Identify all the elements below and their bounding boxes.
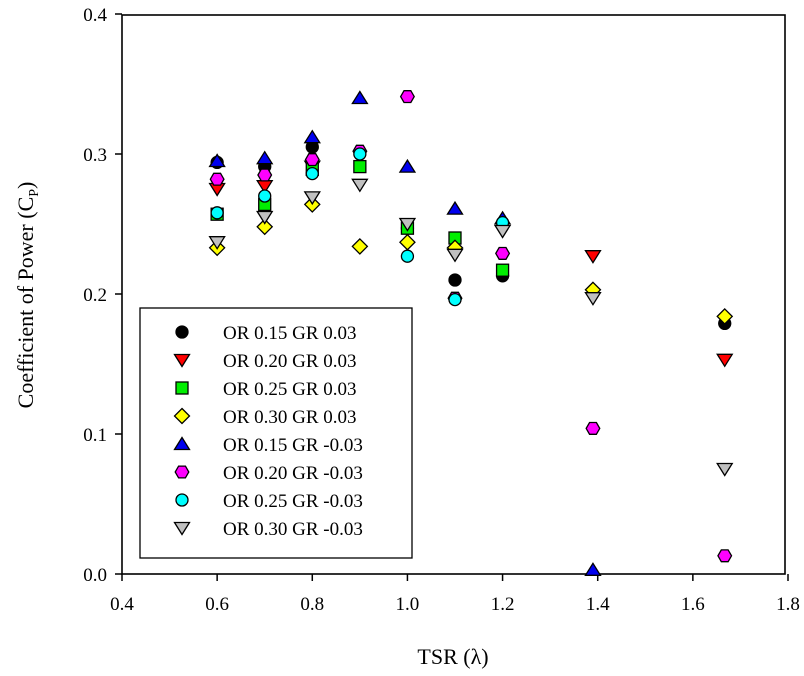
data-point — [210, 206, 224, 220]
legend-label: OR 0.30 GR -0.03 — [223, 519, 363, 540]
legend-label: OR 0.15 GR -0.03 — [223, 435, 363, 456]
x-tick-label: 1.0 — [396, 594, 420, 615]
data-point — [208, 236, 226, 250]
legend-marker — [175, 493, 189, 507]
data-point — [446, 200, 464, 215]
data-point — [446, 248, 464, 263]
data-point — [493, 224, 512, 239]
y-axis-label-main: Coefficient of Power (C — [13, 197, 38, 409]
legend-label: OR 0.20 GR 0.03 — [223, 351, 357, 372]
y-axis-label-close: ) — [13, 182, 38, 189]
series-3 — [210, 159, 510, 277]
data-point — [256, 150, 274, 165]
legend-item: OR 0.20 GR 0.03 — [173, 351, 357, 372]
data-point — [398, 158, 417, 173]
data-point — [303, 191, 321, 206]
data-point — [584, 250, 602, 264]
x-tick-label: 1.2 — [491, 594, 515, 615]
data-point — [304, 153, 320, 167]
legend-item: OR 0.25 GR 0.03 — [175, 379, 357, 400]
data-point — [351, 90, 369, 105]
y-axis-label-subscript: P — [27, 189, 42, 197]
x-tick-label: 0.6 — [205, 594, 229, 615]
x-tick-label: 1.4 — [586, 594, 610, 615]
data-point — [717, 549, 733, 563]
data-point — [584, 292, 602, 306]
legend-item: OR 0.25 GR -0.03 — [175, 491, 363, 512]
legend-label: OR 0.30 GR 0.03 — [223, 407, 357, 428]
x-tick-label: 1.8 — [776, 594, 800, 615]
legend-label: OR 0.15 GR 0.03 — [223, 323, 357, 344]
legend-item: OR 0.15 GR -0.03 — [173, 435, 363, 456]
data-point — [448, 292, 462, 307]
data-point — [398, 217, 417, 232]
legend-item: OR 0.30 GR 0.03 — [173, 407, 357, 428]
data-point — [400, 249, 415, 263]
legend-box — [139, 307, 413, 559]
x-tick-label: 0.4 — [110, 594, 134, 615]
legend-label: OR 0.20 GR -0.03 — [223, 463, 363, 484]
data-point — [399, 233, 416, 251]
legend-marker — [173, 436, 191, 451]
legend-item: OR 0.20 GR -0.03 — [174, 463, 363, 484]
y-tick-label: 0.1 — [83, 425, 107, 446]
x-axis: 0.4 0.6 0.8 1.0 1.2 1.4 1.6 1.8 — [110, 574, 800, 615]
data-point — [351, 178, 369, 193]
data-point — [353, 159, 367, 174]
legend-label: OR 0.25 GR -0.03 — [223, 491, 363, 512]
y-tick-label: 0.3 — [83, 145, 107, 166]
series-1 — [210, 140, 732, 331]
legend-label: OR 0.25 GR 0.03 — [223, 379, 357, 400]
y-tick-label: 0.0 — [83, 565, 107, 586]
legend-marker — [174, 465, 190, 479]
data-point — [256, 218, 274, 236]
x-tick-label: 1.6 — [681, 594, 705, 615]
legend-item: OR 0.30 GR -0.03 — [173, 519, 363, 540]
legend-marker — [175, 381, 189, 395]
data-point — [209, 172, 225, 186]
legend-marker — [173, 407, 191, 425]
y-tick-label: 0.2 — [83, 285, 107, 306]
data-point — [258, 189, 272, 203]
series-4 — [208, 195, 734, 325]
data-point — [303, 129, 321, 144]
y-axis: 0.0 0.1 0.2 0.3 0.4 — [83, 5, 122, 586]
legend: OR 0.15 GR 0.03 OR 0.20 GR 0.03 OR 0.25 GR… — [139, 307, 413, 559]
legend-marker — [173, 353, 191, 368]
y-tick-label: 0.4 — [83, 5, 107, 26]
data-point — [257, 168, 273, 182]
data-point — [351, 237, 369, 255]
legend-item: OR 0.15 GR 0.03 — [175, 323, 357, 344]
data-point — [584, 562, 602, 576]
legend-marker — [173, 521, 191, 536]
data-point — [353, 147, 367, 161]
series-8 — [208, 178, 734, 477]
data-point — [305, 166, 319, 181]
data-markers — [208, 90, 734, 576]
data-point — [585, 421, 601, 435]
data-point — [208, 153, 226, 168]
data-point — [256, 210, 274, 225]
data-point — [399, 90, 415, 104]
data-point — [716, 462, 734, 477]
data-point — [495, 246, 511, 260]
data-point — [716, 353, 734, 368]
data-point — [448, 273, 462, 287]
y-axis-label: Coefficient of Power (CP) — [13, 182, 42, 409]
data-point — [495, 263, 510, 277]
legend-marker — [175, 325, 189, 339]
x-axis-label: TSR (λ) — [417, 644, 488, 669]
data-point — [716, 307, 734, 325]
x-tick-label: 0.8 — [300, 594, 324, 615]
